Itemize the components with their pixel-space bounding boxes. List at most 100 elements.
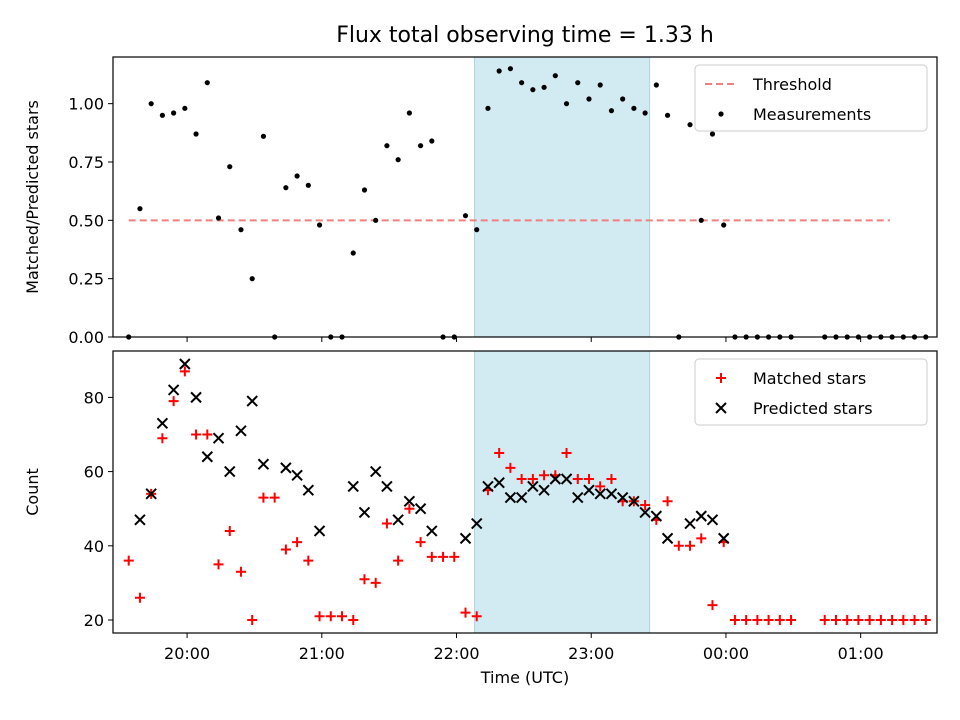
measurements-point xyxy=(361,187,368,193)
predicted-stars-point xyxy=(583,484,595,496)
measurements-point xyxy=(227,164,233,170)
predicted-stars-point xyxy=(145,488,157,500)
measurements-point xyxy=(159,112,165,118)
predicted-stars-point xyxy=(313,525,326,537)
measurements-point xyxy=(631,105,637,111)
matched-stars-point xyxy=(202,429,213,440)
predicted-stars-point xyxy=(717,532,730,545)
predicted-stars-point xyxy=(414,502,427,515)
matched-stars-point xyxy=(303,555,314,566)
matched-stars-point xyxy=(224,525,235,536)
matched-stars-point xyxy=(606,474,617,485)
bottom-observing-window xyxy=(473,350,651,634)
predicted-stars-point xyxy=(459,532,472,545)
chart-title: Flux total observing time = 1.33 h xyxy=(336,23,714,48)
matched-stars-point xyxy=(505,462,516,473)
predicted-stars-point xyxy=(358,506,371,519)
bottom-ytick-label: 80 xyxy=(84,388,104,407)
matched-stars-point xyxy=(370,577,381,588)
matched-stars-point xyxy=(426,551,437,562)
measurements-point xyxy=(597,82,603,88)
measurements-point xyxy=(417,143,424,149)
bottom-axes-frame xyxy=(112,350,938,634)
measurements-point xyxy=(395,157,401,163)
matched-stars-point xyxy=(875,615,886,626)
predicted-stars-point xyxy=(302,484,315,496)
bottom-ytick-label: 20 xyxy=(84,611,104,630)
measurements-point xyxy=(563,101,570,107)
predicted-stars-point xyxy=(616,491,629,504)
matched-stars-point xyxy=(887,615,898,626)
bottom-legend-matched-handle xyxy=(716,373,726,383)
predicted-stars-point xyxy=(572,491,584,504)
measurements-point xyxy=(283,185,289,191)
matched-stars-point xyxy=(819,615,830,626)
measurements-point xyxy=(608,108,615,114)
top-legend-label: Threshold xyxy=(752,75,832,94)
matched-stars-point xyxy=(179,366,190,377)
measurements-point xyxy=(552,73,558,79)
matched-stars-point xyxy=(348,615,359,626)
bottom-panel: 20 40 60 80 20:00 21:00 22:00 23:00 00:00 01:00 Co… xyxy=(23,350,938,687)
matched-stars-point xyxy=(853,615,864,626)
matched-stars-point xyxy=(404,503,415,514)
matched-stars-point xyxy=(494,448,505,459)
predicted-stars-point xyxy=(684,517,696,530)
matched-stars-point xyxy=(729,615,740,626)
predicted-stars-point xyxy=(246,395,258,407)
top-ytick-label: 1.00 xyxy=(68,95,104,114)
matched-stars-point xyxy=(920,615,931,626)
top-ytick-label: 0.00 xyxy=(68,328,104,347)
measurements-point xyxy=(384,143,390,149)
predicted-stars-point xyxy=(527,480,539,493)
matched-stars-point xyxy=(337,611,348,622)
predicted-stars-point xyxy=(167,384,180,396)
matched-stars-point xyxy=(191,429,202,440)
measurements-point xyxy=(305,182,311,188)
matched-stars-point xyxy=(381,518,392,529)
predicted-stars-point xyxy=(257,458,270,470)
predicted-stars-point xyxy=(628,495,640,507)
measurements-point xyxy=(653,82,659,88)
matched-stars-point xyxy=(909,615,920,626)
measurements-point xyxy=(642,110,648,116)
matched-stars-point xyxy=(774,615,785,626)
matched-stars-point xyxy=(393,555,404,566)
top-ytick-label: 0.50 xyxy=(68,211,104,230)
bottom-ytick-label: 40 xyxy=(84,537,104,556)
measurements-point xyxy=(373,217,379,223)
predicted-stars-point xyxy=(156,417,169,430)
predicted-stars-point xyxy=(471,517,483,530)
predicted-stars-point xyxy=(403,495,416,507)
matched-stars-point xyxy=(460,607,471,618)
predicted-stars-point xyxy=(538,484,550,496)
measurements-point xyxy=(474,227,480,233)
bottom-legend-box xyxy=(694,358,928,426)
matched-stars-point xyxy=(662,496,673,507)
predicted-stars-point xyxy=(560,473,573,485)
matched-stars-point xyxy=(752,615,763,626)
measurements-point xyxy=(182,105,188,111)
measurements-point xyxy=(664,112,671,118)
matched-stars-point xyxy=(640,499,651,510)
matched-stars-point xyxy=(359,574,370,585)
top-ytick-label: 0.75 xyxy=(68,153,104,172)
top-legend-label: Measurements xyxy=(753,105,871,124)
top-legend-measurement-handle xyxy=(718,111,724,117)
measurements-point xyxy=(620,96,626,102)
measurements-point xyxy=(406,110,412,116)
measurements-point xyxy=(148,101,154,107)
measurements-point xyxy=(575,80,581,86)
bottom-xtick-label: 00:00 xyxy=(703,644,749,663)
bottom-ylabel: Count xyxy=(23,468,42,516)
measurements-point xyxy=(530,87,536,93)
matched-stars-point xyxy=(292,537,303,548)
matched-stars-point xyxy=(123,555,134,566)
measurements-point xyxy=(721,222,727,228)
measurements-point xyxy=(249,276,255,282)
measurements-point xyxy=(260,133,267,139)
top-ytick-label: 0.25 xyxy=(68,270,104,289)
matched-stars-point xyxy=(449,551,460,562)
matched-stars-point xyxy=(685,540,696,551)
